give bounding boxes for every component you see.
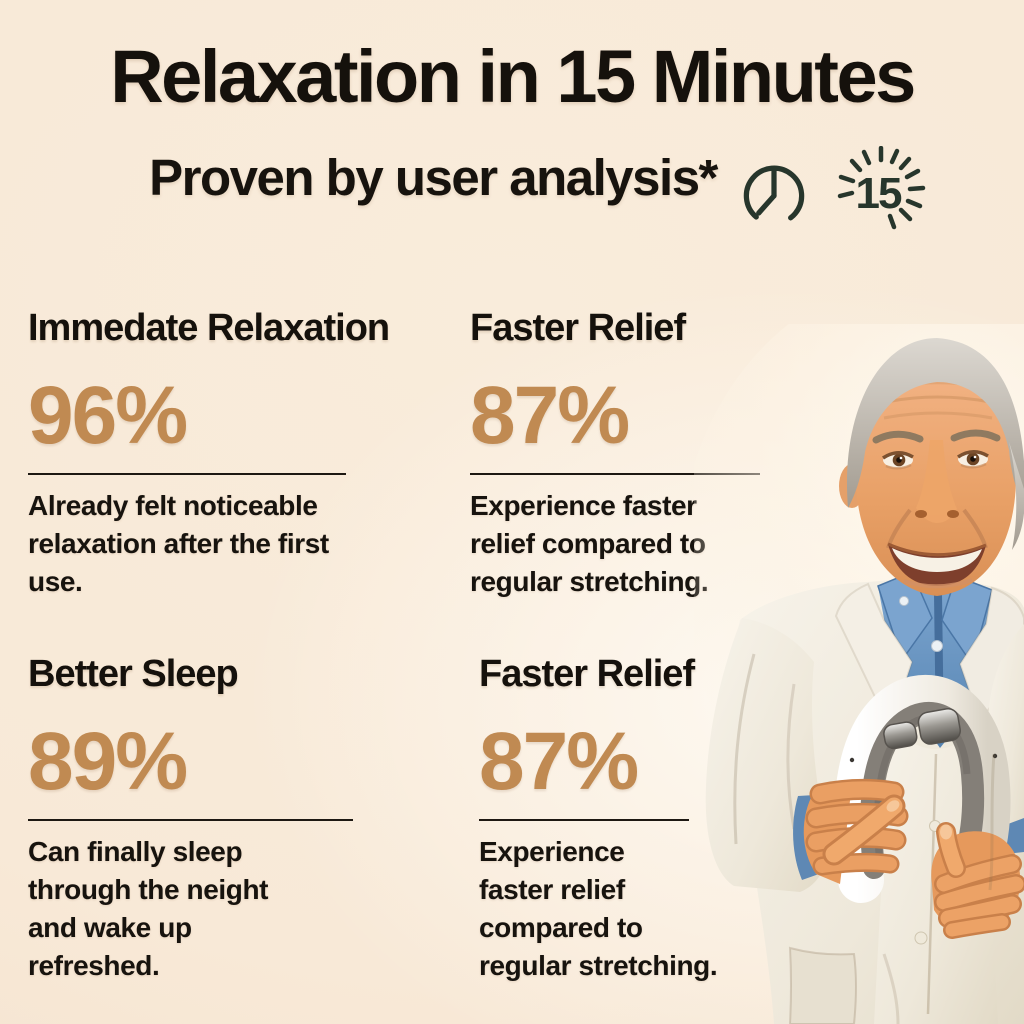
stat-divider (28, 818, 353, 821)
coat-pocket (788, 946, 857, 1024)
massage-electrodes (883, 707, 961, 750)
stat-description: Can finally sleep through the neight and… (28, 835, 269, 982)
eye (957, 450, 989, 469)
stat-percent: 87% (479, 715, 639, 807)
coat-details (788, 753, 996, 1024)
page-subtitle: Proven by user analysis* (149, 149, 718, 206)
stat-description: Already felt noticeable relaxation after… (28, 489, 329, 598)
hand (931, 822, 1024, 939)
eyebrow (872, 430, 924, 444)
stat-divider (470, 472, 760, 475)
stat-heading: Faster Relief (470, 307, 686, 349)
timer-15-burst-icon: 15 (837, 146, 926, 230)
stat-divider (479, 818, 689, 821)
stat-heading: Immedate Relaxation (28, 307, 390, 349)
stat-percent: 96% (28, 369, 188, 461)
stat-card-faster-relief-bottom: Faster Relief 87% Experience faster reli… (479, 653, 809, 985)
smile (887, 542, 987, 589)
page-title: Relaxation in 15 Minutes (110, 35, 916, 118)
shirt-cuff (1006, 818, 1024, 854)
thumbnail (886, 800, 900, 812)
nose (916, 440, 957, 523)
stat-card-better-sleep: Better Sleep 89% Can finally sleep throu… (28, 653, 458, 985)
stat-heading: Better Sleep (28, 653, 239, 695)
stat-card-immediate-relaxation: Immedate Relaxation 96% Already felt not… (28, 307, 458, 601)
shirt-button (931, 640, 943, 652)
shirt-button (899, 596, 909, 606)
hand (803, 778, 909, 884)
subtitle-row: Proven by user analysis* 15 (0, 146, 1024, 238)
clock-icon (743, 165, 805, 227)
doctor-photo (694, 324, 1024, 1024)
stat-description: Experience faster relief compared to reg… (470, 489, 709, 598)
stat-description: Experience faster relief compared to reg… (479, 835, 718, 982)
stat-heading: Faster Relief (479, 653, 695, 695)
eyebrow (950, 429, 1001, 442)
stat-percent: 89% (28, 715, 188, 807)
thumbnail (940, 824, 952, 840)
stat-divider (28, 472, 346, 475)
coat-button (914, 931, 928, 945)
gray-hair (847, 338, 1024, 508)
eye (882, 451, 914, 470)
stat-card-faster-relief-top: Faster Relief 87% Experience faster reli… (470, 307, 785, 601)
timer-badge-number: 15 (855, 169, 901, 218)
stat-percent: 87% (470, 369, 630, 461)
doctor-face (839, 338, 1024, 596)
